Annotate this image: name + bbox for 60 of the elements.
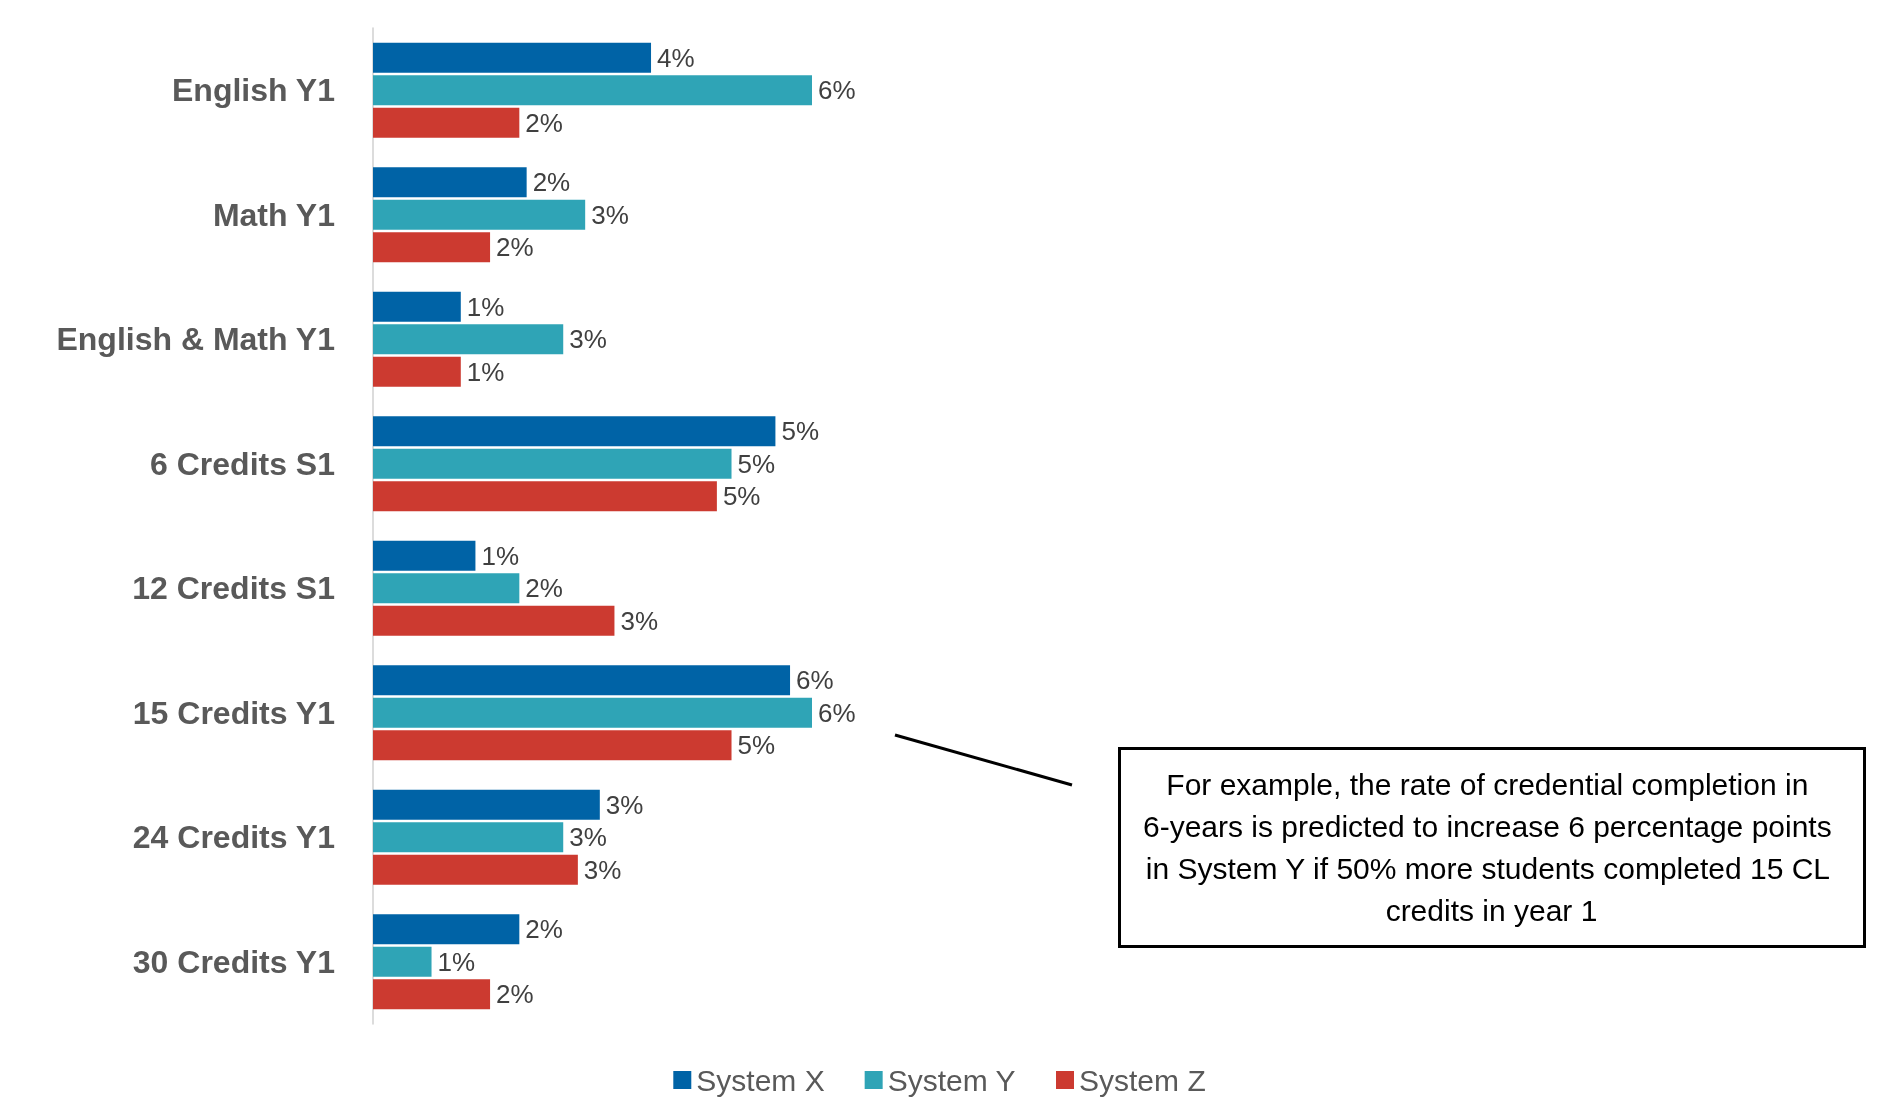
data-label: 1% — [481, 540, 520, 571]
data-label: 2% — [525, 107, 563, 138]
bar — [373, 107, 520, 138]
data-label: 1% — [466, 291, 505, 322]
bar — [373, 75, 812, 106]
legend-label: System Z — [1079, 1063, 1206, 1097]
data-label: 6% — [818, 697, 856, 728]
data-label: 3% — [569, 324, 607, 355]
legend-label: System Y — [887, 1063, 1016, 1097]
bar — [373, 854, 578, 885]
bar — [373, 232, 491, 263]
bar — [373, 789, 600, 820]
bar — [373, 481, 717, 512]
bar — [373, 605, 615, 636]
data-label: 6% — [796, 665, 834, 696]
bar — [373, 448, 732, 479]
bar — [373, 42, 652, 73]
bar — [373, 946, 432, 977]
y-tick-label: 6 Credits S1 — [150, 445, 335, 482]
legend-label: System X — [696, 1063, 825, 1097]
bar — [373, 914, 520, 945]
data-label: 1% — [437, 946, 476, 977]
bar — [373, 356, 461, 387]
data-label: 3% — [591, 199, 629, 230]
bar — [373, 324, 564, 355]
text: For example, the rate of credential completion in 6-years is predicted to increase 6 percentage points in System Y if 50% more students completed 15 CL credits in year 1 — [1142, 768, 1841, 927]
data-label: 2% — [496, 232, 534, 263]
bar — [373, 416, 776, 447]
y-tick-label: 15 Credits Y1 — [132, 694, 335, 731]
bar — [373, 540, 476, 571]
bar — [373, 573, 520, 604]
data-label: 5% — [722, 481, 761, 512]
data-label: 4% — [657, 42, 695, 73]
y-tick-label: Math Y1 — [212, 196, 335, 233]
bar — [373, 822, 564, 853]
data-label: 3% — [583, 854, 622, 885]
data-label: 2% — [496, 979, 534, 1010]
y-tick-label: 24 Credits Y1 — [132, 819, 335, 856]
data-label: 2% — [525, 914, 563, 945]
data-label: 1% — [466, 356, 505, 387]
data-label: 3% — [605, 789, 644, 820]
y-tick-label: 30 Credits Y1 — [132, 943, 335, 980]
data-label: 5% — [737, 448, 776, 479]
y-tick-label: English Y1 — [171, 72, 335, 109]
data-label: 2% — [525, 573, 563, 604]
data-label: 3% — [620, 605, 659, 636]
bar — [373, 697, 812, 728]
bar — [373, 199, 586, 230]
bar — [373, 665, 791, 696]
data-label: 3% — [569, 822, 607, 853]
data-label: 5% — [737, 730, 776, 761]
bar — [373, 730, 732, 761]
data-label: 2% — [532, 167, 571, 198]
y-tick-label: English & Math Y1 — [56, 321, 335, 358]
data-label: 6% — [818, 75, 856, 106]
bar — [373, 167, 527, 198]
bar — [373, 979, 491, 1010]
bar — [373, 291, 461, 322]
y-tick-label: 12 Credits S1 — [132, 570, 335, 607]
data-label: 5% — [781, 416, 819, 447]
